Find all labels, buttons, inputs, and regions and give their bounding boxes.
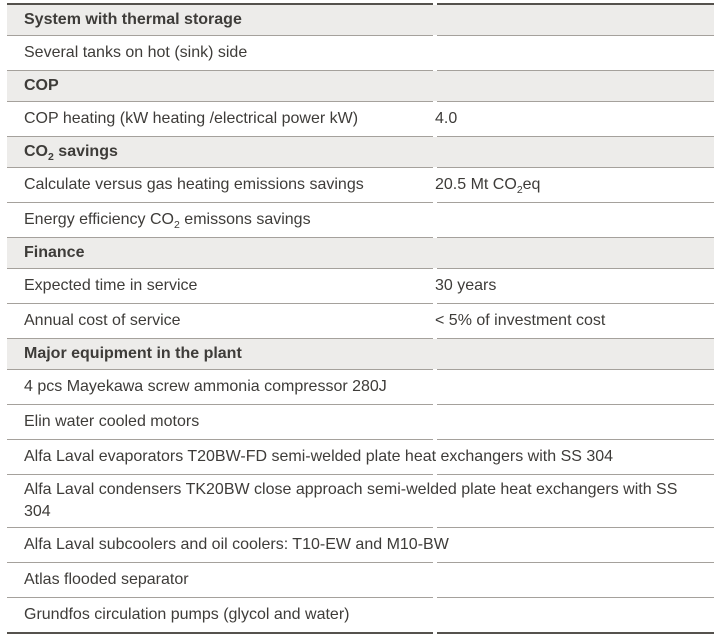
row-time-in-service-label: Expected time in service: [24, 277, 198, 294]
section-title-co2-savings: CO2 savings: [24, 141, 696, 163]
spec-table: System with thermal storage Several tank…: [7, 3, 714, 634]
row-divider: [7, 597, 714, 598]
row-time-in-service-value: 30 years: [435, 277, 497, 294]
section-title-system: System with thermal storage: [24, 11, 242, 28]
row-tanks-label: Several tanks on hot (sink) side: [24, 44, 248, 61]
row-compressors-label: 4 pcs Mayekawa screw ammonia compressor …: [24, 378, 387, 395]
row-cop-heating: COP heating (kW heating /electrical powe…: [7, 102, 714, 136]
row-separator-label: Atlas flooded separator: [24, 571, 189, 588]
energy-text-pre: Energy efficiency CO: [24, 211, 174, 228]
row-annual-cost: Annual cost of service < 5% of investmen…: [7, 304, 714, 338]
row-pumps: Grundfos circulation pumps (glycol and w…: [7, 598, 714, 632]
co2eq-subscript: 2: [516, 183, 523, 196]
row-separator: Atlas flooded separator: [7, 563, 714, 597]
row-subcoolers: Alfa Laval subcoolers and oil coolers: T…: [7, 528, 714, 562]
co2-text-post: savings: [53, 143, 118, 160]
co2-subscript: 2: [48, 150, 54, 163]
co2-text-pre: CO: [24, 143, 48, 160]
row-divider: [7, 303, 714, 304]
section-row-finance: Finance: [7, 238, 714, 268]
row-evaporators-label: Alfa Laval evaporators T20BW-FD semi-wel…: [24, 448, 614, 465]
co2eq-text-post: eq: [522, 176, 541, 193]
row-divider: [7, 202, 714, 203]
row-divider: [7, 167, 714, 168]
row-divider: [7, 369, 714, 370]
row-tanks: Several tanks on hot (sink) side: [7, 36, 714, 70]
row-divider: [7, 474, 714, 475]
table-bottom-border: [7, 632, 714, 634]
section-row-co2-savings: CO2 savings: [7, 137, 714, 167]
section-row-system: System with thermal storage: [7, 5, 714, 35]
row-divider: [7, 562, 714, 563]
row-evaporators: Alfa Laval evaporators T20BW-FD semi-wel…: [7, 440, 714, 474]
row-divider: [7, 70, 714, 71]
row-motors: Elin water cooled motors: [7, 405, 714, 439]
energy-co2-subscript: 2: [174, 218, 180, 231]
row-annual-cost-label: Annual cost of service: [24, 312, 181, 329]
co2eq-text-pre: 20.5 Mt CO: [435, 176, 517, 193]
section-title-cop: COP: [24, 77, 59, 94]
row-cop-heating-label: COP heating (kW heating /electrical powe…: [24, 110, 359, 127]
row-gas-heating-savings-value: 20.5 Mt CO2eq: [435, 174, 696, 196]
row-divider: [7, 237, 714, 238]
row-divider: [7, 527, 714, 528]
row-gas-heating-savings-label: Calculate versus gas heating emissions s…: [24, 176, 364, 193]
row-divider: [7, 101, 714, 102]
row-divider: [7, 35, 714, 36]
row-energy-efficiency: Energy efficiency CO2 emissons savings: [7, 203, 714, 237]
row-divider: [7, 338, 714, 339]
row-cop-heating-value: 4.0: [435, 110, 458, 127]
row-divider: [7, 439, 714, 440]
row-compressors: 4 pcs Mayekawa screw ammonia compressor …: [7, 370, 714, 404]
section-title-equipment: Major equipment in the plant: [24, 345, 242, 362]
row-time-in-service: Expected time in service 30 years: [7, 269, 714, 303]
row-condensers-label: Alfa Laval condensers TK20BW close appro…: [24, 481, 678, 520]
energy-text-post: emissons savings: [179, 211, 311, 228]
row-pumps-label: Grundfos circulation pumps (glycol and w…: [24, 606, 350, 623]
row-divider: [7, 136, 714, 137]
row-condensers: Alfa Laval condensers TK20BW close appro…: [7, 475, 714, 527]
row-energy-efficiency-label: Energy efficiency CO2 emissons savings: [24, 209, 696, 231]
row-annual-cost-value: < 5% of investment cost: [435, 312, 606, 329]
section-row-equipment: Major equipment in the plant: [7, 339, 714, 369]
row-subcoolers-label: Alfa Laval subcoolers and oil coolers: T…: [24, 536, 449, 553]
row-divider: [7, 268, 714, 269]
row-divider: [7, 404, 714, 405]
row-gas-heating-savings: Calculate versus gas heating emissions s…: [7, 168, 714, 202]
row-motors-label: Elin water cooled motors: [24, 413, 200, 430]
table-top-border: [7, 3, 714, 5]
section-row-cop: COP: [7, 71, 714, 101]
section-title-finance: Finance: [24, 244, 85, 261]
